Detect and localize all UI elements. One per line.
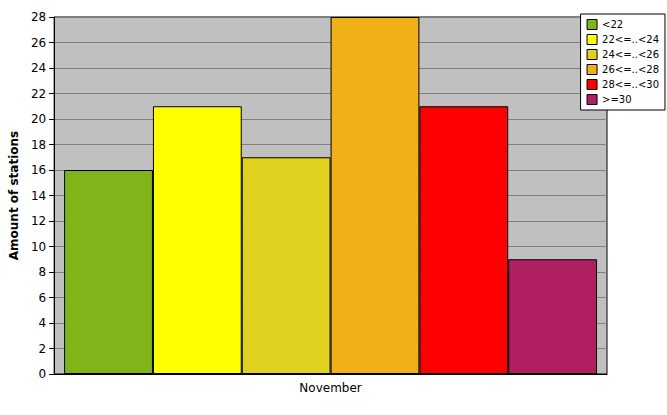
svg-text:<22: <22 <box>602 19 623 30</box>
svg-text:16: 16 <box>31 163 46 177</box>
svg-text:26<=..<28: 26<=..<28 <box>602 64 659 75</box>
svg-text:22: 22 <box>31 87 46 101</box>
svg-text:2: 2 <box>39 342 47 356</box>
svg-text:14: 14 <box>31 189 46 203</box>
svg-text:22<=..<24: 22<=..<24 <box>602 34 659 45</box>
svg-text:November: November <box>299 381 361 395</box>
svg-text:>=30: >=30 <box>602 94 631 105</box>
svg-text:24: 24 <box>31 61 46 75</box>
svg-text:26: 26 <box>31 36 46 50</box>
svg-text:28: 28 <box>31 10 46 24</box>
svg-text:0: 0 <box>39 367 47 381</box>
svg-text:4: 4 <box>39 316 47 330</box>
svg-text:6: 6 <box>39 291 47 305</box>
svg-text:8: 8 <box>39 265 47 279</box>
svg-text:20: 20 <box>31 112 46 126</box>
svg-text:18: 18 <box>31 138 46 152</box>
svg-text:10: 10 <box>31 240 46 254</box>
svg-text:24<=..<26: 24<=..<26 <box>602 49 659 60</box>
svg-text:Amount of stations: Amount of stations <box>7 131 21 260</box>
svg-text:12: 12 <box>31 214 46 228</box>
svg-text:28<=..<30: 28<=..<30 <box>602 79 659 90</box>
